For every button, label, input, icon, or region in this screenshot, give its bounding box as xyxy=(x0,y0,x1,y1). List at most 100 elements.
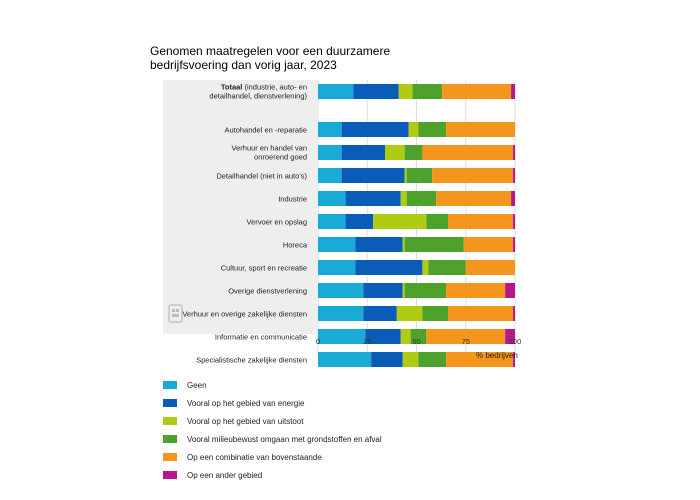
x-tick-label: 75 xyxy=(462,337,470,346)
category-label: Industrie xyxy=(278,195,307,204)
bar-segment xyxy=(318,122,342,137)
bar-segment xyxy=(446,122,515,137)
bar-segment xyxy=(446,352,514,367)
bar-segment xyxy=(402,283,405,298)
bar-segment xyxy=(422,145,514,160)
bar-segment xyxy=(513,237,515,252)
legend-item: Vooral op het gebied van uitstoot xyxy=(163,413,382,429)
bar-segment xyxy=(345,214,374,229)
bar-segment xyxy=(318,352,372,367)
bar-segment xyxy=(404,283,447,298)
bar-segment xyxy=(363,306,397,321)
legend-swatch xyxy=(163,435,177,443)
bar-segment xyxy=(422,260,429,275)
bar-segment xyxy=(442,84,512,99)
bar-segment xyxy=(318,329,366,344)
bar-segment xyxy=(513,214,515,229)
bar-segment xyxy=(426,329,506,344)
legend-item: Geen xyxy=(163,377,382,393)
bar-segment xyxy=(396,306,423,321)
bar-segment xyxy=(465,260,515,275)
legend-label: Vooral op het gebied van energie xyxy=(187,398,305,408)
legend: Geen Vooral op het gebied van energie Voor… xyxy=(163,377,382,485)
category-label: Informatie en communicatie xyxy=(215,333,307,342)
category-label: Vervoer en opslag xyxy=(247,218,307,227)
bar-segment xyxy=(412,84,443,99)
bar-segment xyxy=(418,352,447,367)
category-label: Verhuur en overige zakelijke diensten xyxy=(182,310,307,319)
cbs-logo-icon xyxy=(168,304,183,323)
bar-segment xyxy=(402,352,419,367)
bar-segment xyxy=(428,260,466,275)
bar-segment xyxy=(355,237,403,252)
category-label: Specialistische zakelijke diensten xyxy=(196,356,307,365)
bar-segment xyxy=(384,145,405,160)
category-label: Verhuur en handel van xyxy=(232,144,307,153)
bar-segment xyxy=(505,283,515,298)
legend-item: Op een combinatie van bovenstaande xyxy=(163,449,382,465)
legend-item: Vooral milieubewust omgaan met grondstof… xyxy=(163,431,382,447)
bar-segment xyxy=(432,168,514,183)
x-tick-label: 50 xyxy=(412,337,420,346)
bar-segment xyxy=(511,191,515,206)
x-tick-label: 0 xyxy=(316,337,320,346)
bar-segment xyxy=(463,237,514,252)
bar-segment xyxy=(513,352,515,367)
category-label-line2: detailhandel, dienstverlening) xyxy=(209,92,307,101)
category-label: Horeca xyxy=(283,241,308,250)
category-label-line2: onroerend goed xyxy=(254,153,307,162)
category-label: Totaal (industrie, auto- en xyxy=(221,83,307,92)
category-label: Detailhandel (niet in auto's) xyxy=(216,172,307,181)
legend-swatch xyxy=(163,399,177,407)
legend-label: Op een combinatie van bovenstaande xyxy=(187,452,322,462)
bar-segment xyxy=(446,283,506,298)
bar-segment xyxy=(398,84,413,99)
bar-segment xyxy=(422,306,449,321)
bar-segment xyxy=(318,145,342,160)
bar-segment xyxy=(355,260,423,275)
category-label: Overige dienstverlening xyxy=(228,287,307,296)
legend-swatch xyxy=(163,381,177,389)
bar-segment xyxy=(448,214,514,229)
chart-title-line-2: bedrijfsvoering dan vorig jaar, 2023 xyxy=(150,58,337,72)
bar-segment xyxy=(318,260,356,275)
legend-label: Op een ander gebied xyxy=(187,470,263,480)
legend-label: Vooral milieubewust omgaan met grondstof… xyxy=(187,434,382,444)
bar-segment xyxy=(341,168,405,183)
bar-segment xyxy=(448,306,514,321)
legend-label: Geen xyxy=(187,380,207,390)
legend-swatch xyxy=(163,453,177,461)
bar-segment xyxy=(426,214,449,229)
bar-segment xyxy=(318,214,346,229)
bar-segment xyxy=(400,191,407,206)
bar-segment xyxy=(363,283,403,298)
legend-swatch xyxy=(163,471,177,479)
x-tick-label: 25 xyxy=(363,337,371,346)
bar-segment xyxy=(513,168,515,183)
bar-segment xyxy=(318,168,342,183)
bar-segment xyxy=(436,191,512,206)
bar-segment xyxy=(505,329,515,344)
bar-segment xyxy=(402,237,405,252)
bar-segment xyxy=(318,191,346,206)
bar-segment xyxy=(371,352,403,367)
bar-segment xyxy=(410,329,427,344)
bar-segment xyxy=(511,84,515,99)
legend-label: Vooral op het gebied van uitstoot xyxy=(187,416,304,426)
bar-segment xyxy=(513,306,515,321)
chart-title-line-1: Genomen maatregelen voor een duurzamere xyxy=(150,44,391,58)
bar-segment xyxy=(404,168,407,183)
legend-item: Vooral op het gebied van energie xyxy=(163,395,382,411)
bar-segment xyxy=(318,306,364,321)
category-label: Cultuur, sport en recreatie xyxy=(221,264,307,273)
bar-segment xyxy=(345,191,401,206)
chart-title: Genomen maatregelen voor een duurzamere … xyxy=(150,44,450,72)
x-axis-label: % bedrijven xyxy=(476,351,518,360)
bar-segment xyxy=(408,122,419,137)
bar-segment xyxy=(318,237,356,252)
bar-segment xyxy=(404,145,423,160)
bar-segment xyxy=(404,237,464,252)
category-label: Autohandel en -reparatie xyxy=(224,126,307,135)
legend-item: Op een ander gebied xyxy=(163,467,382,483)
bar-segment xyxy=(341,145,385,160)
